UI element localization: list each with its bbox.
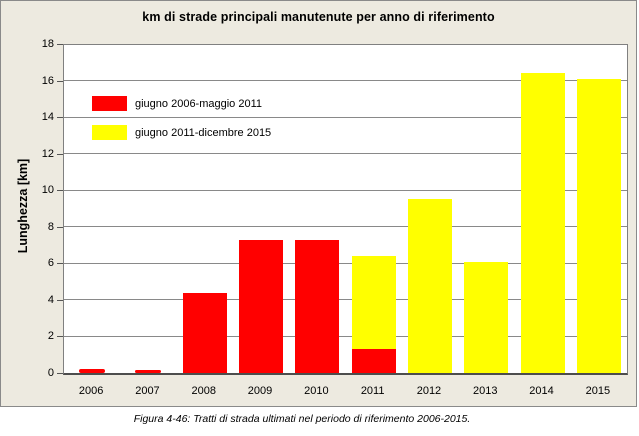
bar-2013-yellow xyxy=(464,261,509,373)
bar-2008-red xyxy=(182,292,227,373)
gridline-y4 xyxy=(64,299,627,301)
bar-2006-red xyxy=(79,369,106,373)
y-tick-mark xyxy=(57,117,63,119)
legend-item-red: giugno 2006-maggio 2011 xyxy=(92,96,271,111)
x-category-label-2006: 2006 xyxy=(78,385,104,397)
x-category-label-2013: 2013 xyxy=(473,385,498,397)
x-category-label-2011: 2011 xyxy=(360,385,385,397)
plot-area xyxy=(63,44,628,375)
figure-caption: Figura 4-46: Tratti di strada ultimati n… xyxy=(133,413,471,425)
x-category-label-2015: 2015 xyxy=(585,385,611,397)
bar-2009-red xyxy=(239,239,284,373)
y-tick-label: 2 xyxy=(47,330,54,343)
bar-2010-red xyxy=(295,239,340,373)
gridline-y6 xyxy=(64,262,627,264)
legend-swatch-red xyxy=(92,96,127,111)
legend: giugno 2006-maggio 2011 giugno 2011-dicem… xyxy=(92,96,271,154)
y-tick-label: 8 xyxy=(47,220,54,233)
gridline-y10 xyxy=(64,189,627,191)
bar-2011-red xyxy=(351,349,396,373)
y-tick-label: 0 xyxy=(47,367,54,379)
y-tick-label: 10 xyxy=(41,184,54,197)
y-tick-mark xyxy=(57,153,63,155)
gridline-y14 xyxy=(64,116,627,118)
x-category-label-2008: 2008 xyxy=(191,385,216,397)
y-tick-label: 16 xyxy=(41,74,54,87)
y-tick-label: 14 xyxy=(41,111,54,124)
gridline-y8 xyxy=(64,226,627,228)
x-category-label-2014: 2014 xyxy=(529,385,554,397)
gridline-y12 xyxy=(64,153,627,155)
legend-label: giugno 2011-dicembre 2015 xyxy=(135,126,272,139)
legend-swatch-yellow xyxy=(92,125,127,140)
y-tick-label: 6 xyxy=(47,257,54,270)
y-tick-mark xyxy=(57,299,63,301)
y-tick-label: 4 xyxy=(47,293,54,306)
y-tick-mark xyxy=(57,336,63,338)
y-tick-label: 18 xyxy=(41,38,54,50)
y-tick-mark xyxy=(57,44,63,45)
bar-2015-yellow xyxy=(576,78,621,373)
legend-label: giugno 2006-maggio 2011 xyxy=(135,97,263,110)
y-tick-mark xyxy=(57,226,63,228)
y-tick-mark xyxy=(57,373,63,374)
gridline-y2 xyxy=(64,335,627,337)
y-tick-mark xyxy=(57,80,63,82)
bar-2012-yellow xyxy=(407,199,452,373)
y-tick-mark xyxy=(57,263,63,265)
bar-2007-red xyxy=(135,370,162,373)
chart-title: km di strade principali manutenute per a… xyxy=(142,10,495,24)
legend-item-yellow: giugno 2011-dicembre 2015 xyxy=(92,125,271,140)
y-tick-mark xyxy=(57,190,63,192)
y-axis-title: Lunghezza [km] xyxy=(16,158,30,254)
chart-frame: km di strade principali manutenute per a… xyxy=(0,0,637,407)
x-category-label-2009: 2009 xyxy=(247,385,273,397)
x-category-label-2012: 2012 xyxy=(416,385,442,397)
gridline-y16 xyxy=(64,80,627,82)
x-category-label-2007: 2007 xyxy=(135,385,160,397)
bar-2011-yellow xyxy=(351,256,396,350)
bar-2014-yellow xyxy=(520,73,565,373)
x-category-label-2010: 2010 xyxy=(304,385,329,397)
y-tick-label: 12 xyxy=(41,147,54,160)
